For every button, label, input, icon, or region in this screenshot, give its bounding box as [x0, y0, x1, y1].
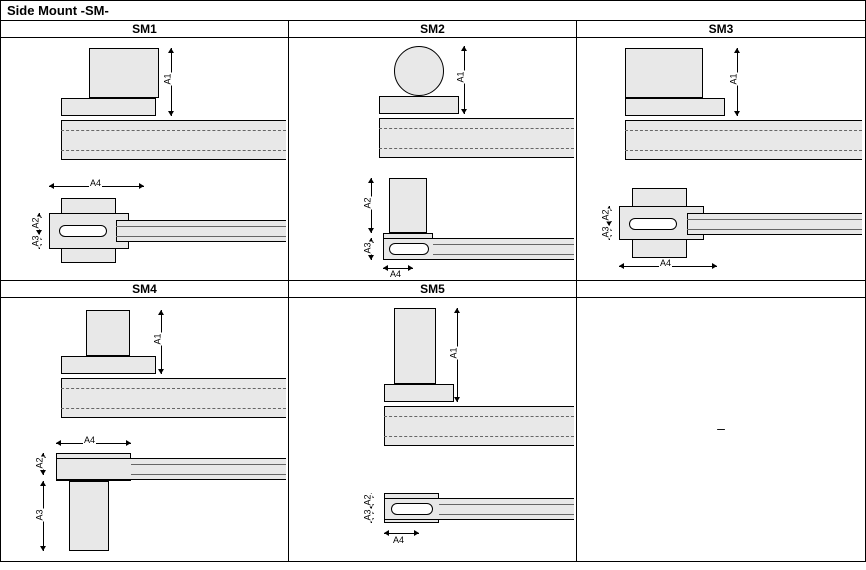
drawing-sm5: A1 A2 A3 A4 — [289, 298, 576, 558]
dim-a2: A2 — [601, 208, 611, 221]
main-title: Side Mount -SM- — [1, 1, 865, 21]
dim-a2: A2 — [35, 456, 45, 469]
dim-a4: A4 — [659, 258, 672, 268]
cell-header: SM4 — [1, 281, 288, 298]
empty-dash: – — [717, 420, 725, 436]
cell-header-empty — [577, 281, 865, 298]
cell-sm2: SM2 A1 — [289, 21, 577, 281]
cell-sm1: SM1 A1 — [1, 21, 289, 281]
cell-header: SM2 — [289, 21, 576, 38]
dim-a4: A4 — [389, 269, 402, 279]
dim-a3: A3 — [601, 225, 611, 238]
dim-a4: A4 — [83, 435, 96, 445]
cell-empty: – — [577, 281, 865, 561]
drawing-sm1: A1 A4 A2 — [1, 38, 288, 277]
drawing-sm3: A1 A2 A3 — [577, 38, 865, 277]
drawing-sm2: A1 A2 A3 — [289, 38, 576, 277]
dim-a3: A3 — [363, 508, 373, 521]
cell-sm3: SM3 A1 — [577, 21, 865, 281]
dim-a2: A2 — [363, 493, 373, 506]
drawing-empty: – — [577, 298, 865, 558]
cell-header: SM3 — [577, 21, 865, 38]
dim-a3: A3 — [363, 241, 373, 254]
dim-a2: A2 — [31, 216, 41, 229]
dim-a4: A4 — [392, 535, 405, 545]
dim-a1: A1 — [729, 72, 739, 85]
dim-a3: A3 — [31, 234, 41, 247]
row-1: SM1 A1 — [1, 21, 865, 281]
dim-a1: A1 — [153, 332, 163, 345]
cell-sm5: SM5 A1 — [289, 281, 577, 561]
cell-header: SM5 — [289, 281, 576, 298]
dim-a1: A1 — [456, 70, 466, 83]
drawing-sm4: A1 A4 A2 A3 — [1, 298, 288, 558]
cell-sm4: SM4 A1 — [1, 281, 289, 561]
dim-a4: A4 — [89, 178, 102, 188]
dim-a1: A1 — [449, 346, 459, 359]
diagram-container: Side Mount -SM- SM1 A1 — [0, 0, 866, 562]
dim-a3: A3 — [35, 508, 45, 521]
row-2: SM4 A1 — [1, 281, 865, 561]
dim-a1: A1 — [163, 72, 173, 85]
dim-a2: A2 — [363, 196, 373, 209]
cell-header: SM1 — [1, 21, 288, 38]
